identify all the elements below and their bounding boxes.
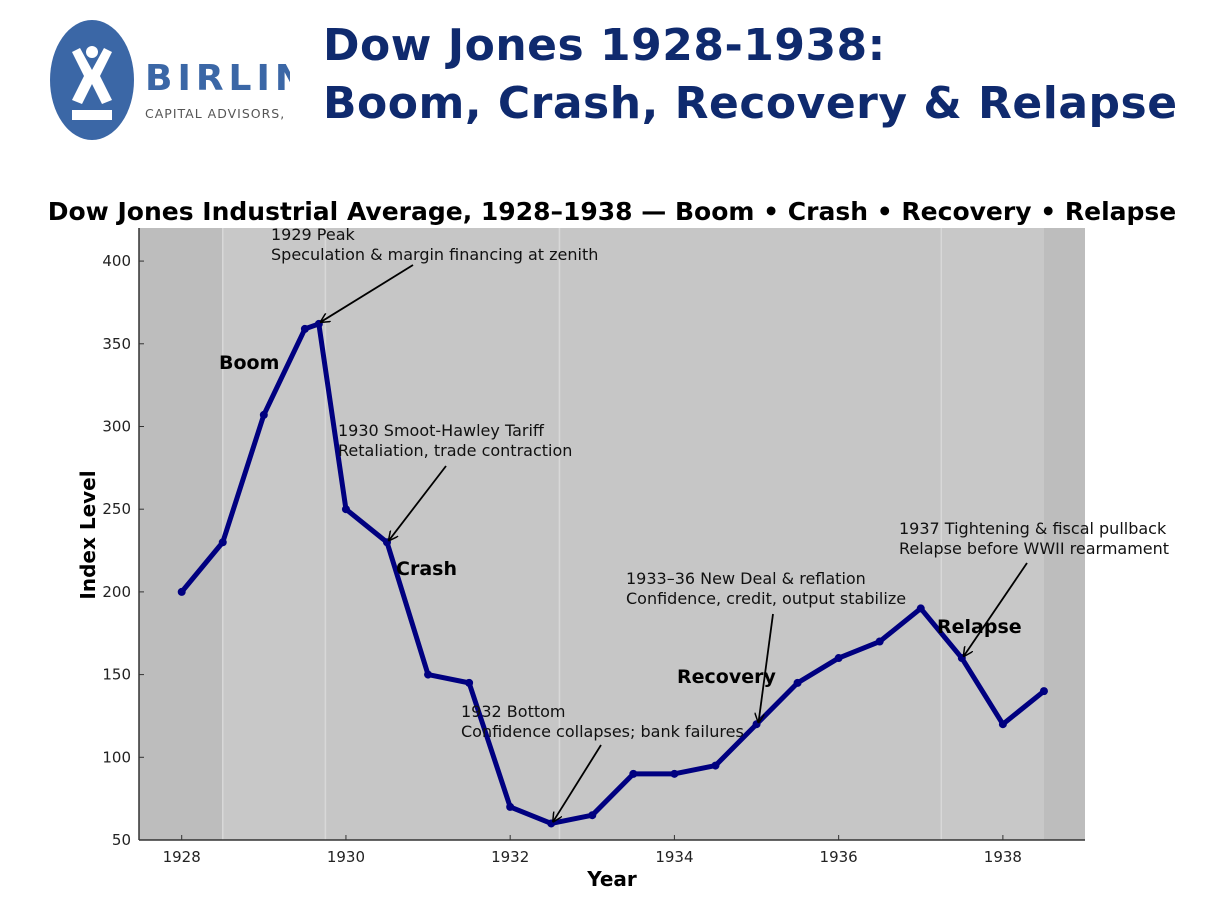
x-tick-label: 1936	[820, 848, 858, 866]
phase-label-recovery: Recovery	[677, 666, 776, 688]
data-point	[1039, 687, 1048, 696]
annotation-text: Relapse before WWII rearmament	[899, 539, 1169, 558]
x-tick-label: 1932	[491, 848, 529, 866]
data-point	[629, 769, 638, 778]
y-tick-label: 100	[102, 748, 131, 766]
annotation-text: 1932 Bottom	[461, 702, 566, 721]
logo-subtitle: CAPITAL ADVISORS, LLC	[145, 106, 290, 121]
annotation-text: 1937 Tightening & fiscal pullback	[899, 519, 1167, 538]
x-tick-label: 1938	[984, 848, 1022, 866]
annotation-arrow	[759, 613, 774, 722]
x-tick-label: 1930	[327, 848, 365, 866]
x-tick-label: 1928	[163, 848, 201, 866]
y-tick-label: 400	[102, 252, 131, 270]
annotation-arrow	[321, 264, 414, 322]
phase-label-crash: Crash	[396, 558, 457, 580]
y-tick-label: 150	[102, 666, 131, 684]
person-icon	[72, 46, 112, 120]
data-point	[341, 505, 350, 514]
data-point	[218, 538, 227, 547]
x-axis-label: Year	[586, 867, 637, 891]
chart-title: Dow Jones Industrial Average, 1928–1938 …	[48, 197, 1177, 226]
y-tick-label: 350	[102, 335, 131, 353]
annotation-arrow	[389, 465, 447, 540]
annotation-arrow	[553, 744, 602, 821]
y-tick-label: 250	[102, 500, 131, 518]
y-tick-label: 50	[112, 831, 131, 849]
y-tick-label: 200	[102, 583, 131, 601]
data-point	[670, 769, 679, 778]
y-axis-label: Index Level	[76, 470, 100, 599]
data-point	[588, 811, 597, 820]
data-point	[875, 637, 884, 646]
annotation-text: 1929 Peak	[271, 225, 356, 244]
annotation-text: Retaliation, trade contraction	[338, 441, 572, 460]
data-point	[916, 604, 925, 613]
phase-band-boom	[222, 228, 326, 840]
logo-name: BIRLING	[145, 58, 290, 99]
annotation-text: 1930 Smoot-Hawley Tariff	[338, 421, 545, 440]
phase-band-recovery	[559, 228, 942, 840]
birling-logo: BIRLING CAPITAL ADVISORS, LLC	[50, 20, 290, 140]
data-point	[793, 678, 802, 687]
phase-band-crash	[325, 228, 560, 840]
data-point	[506, 802, 515, 811]
headline-line-1: Dow Jones 1928-1938:	[323, 20, 886, 71]
headline-line-2: Boom, Crash, Recovery & Relapse	[323, 78, 1178, 129]
phase-label-relapse: Relapse	[937, 616, 1022, 638]
data-point	[177, 587, 186, 596]
annotation-text: Confidence, credit, output stabilize	[626, 589, 906, 608]
y-tick-label: 300	[102, 417, 131, 435]
annotation-text: Speculation & margin financing at zenith	[271, 245, 598, 264]
annotation-text: Confidence collapses; bank failures	[461, 722, 744, 741]
x-tick-label: 1934	[655, 848, 693, 866]
data-point	[259, 410, 268, 419]
data-point	[711, 761, 720, 770]
data-point	[998, 720, 1007, 729]
data-point	[424, 670, 433, 679]
annotation-text: 1933–36 New Deal & reflation	[626, 569, 866, 588]
annotation-arrow	[964, 562, 1028, 656]
phase-band-relapse	[941, 228, 1044, 840]
data-point	[465, 678, 474, 687]
data-point	[300, 324, 309, 333]
phase-label-boom: Boom	[219, 352, 279, 374]
data-point	[834, 654, 843, 663]
